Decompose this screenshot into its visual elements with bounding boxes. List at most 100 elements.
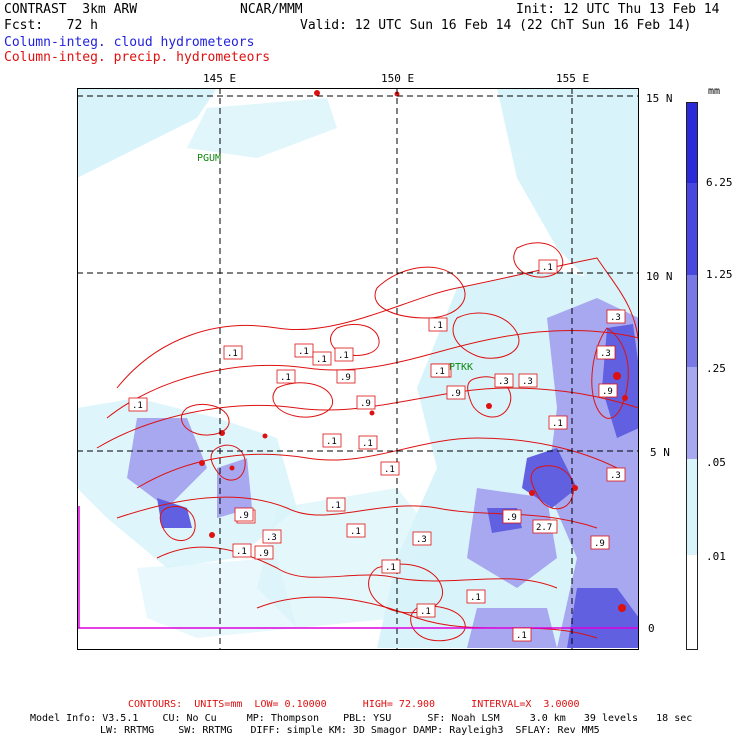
contour-label: .1 [276,369,296,384]
legend-level-4: .05 [706,456,726,469]
field-precip-label: Column-integ. precip. hydrometeors [4,50,271,65]
contour-label: .1 [326,497,346,512]
svg-text:.3: .3 [266,533,277,543]
svg-text:.3: .3 [416,535,427,545]
svg-text:.1: .1 [236,547,247,557]
contour-label: .1 [358,435,378,450]
contour-info: CONTOURS: UNITS=mm LOW= 0.10000 HIGH= 72… [128,699,580,710]
forecast-map: .1 .3 .1 .1 .1 .1 .1 .1 .9 .9 .1 .3 .9 .3 .1 .1 .9 .9 .1 .1… [77,88,639,650]
svg-text:.9: .9 [340,373,351,383]
svg-text:.1: .1 [470,593,481,603]
contour-label: .9 [254,545,274,560]
legend-band-3 [687,275,697,367]
svg-text:.3: .3 [498,377,509,387]
contour-label: .9 [590,535,610,550]
institution: NCAR/MMM [240,2,303,17]
contour-label: .1 [223,345,243,360]
init-time: Init: 12 UTC Thu 13 Feb 14 [516,2,720,17]
svg-text:.9: .9 [594,539,605,549]
svg-text:.1: .1 [552,419,563,429]
model-title: CONTRAST 3km ARW [4,2,138,17]
svg-text:.1: .1 [362,439,373,449]
legend-level-3: .25 [706,362,726,375]
legend-band-5 [687,459,697,555]
contour-label: .1 [294,343,314,358]
contour-label: .1 [128,397,148,412]
svg-text:.1: .1 [298,347,309,357]
valid-time: Valid: 12 UTC Sun 16 Feb 14 (22 ChT Sun … [300,18,692,33]
contour-label: .1 [416,603,436,618]
contour-label: .3 [596,345,616,360]
legend-level-1: 6.25 [706,176,733,189]
legend-colorbar [686,102,698,650]
contour-label: 2.7 [532,519,558,534]
svg-text:.1: .1 [385,563,396,573]
contour-label: .3 [606,309,626,324]
svg-text:.3: .3 [522,377,533,387]
contour-label: .1 [334,347,354,362]
lon-label-155: 155 E [556,72,590,85]
precip-cores [199,90,628,612]
svg-text:.9: .9 [258,549,269,559]
forecast-hour: Fcst: 72 h [4,18,98,33]
contour-label: .1 [381,559,401,574]
svg-text:.1: .1 [316,355,327,365]
legend-band-6 [687,555,697,649]
contour-label: .1 [466,589,486,604]
domain-boundary [78,506,639,629]
legend-unit: mm [708,86,721,97]
svg-text:.1: .1 [338,351,349,361]
svg-text:.1: .1 [227,349,238,359]
legend-band-1 [687,103,697,183]
lat-label-0: 0 [648,622,655,635]
svg-text:.1: .1 [516,631,527,641]
contour-label: .3 [262,529,282,544]
svg-text:.1: .1 [542,263,553,273]
svg-text:.1: .1 [132,401,143,411]
contour-label: .1 [380,461,400,476]
cloud-light-fill [77,88,639,648]
svg-text:.1: .1 [384,465,395,475]
contour-label: .1 [322,433,342,448]
contour-label: .9 [356,395,376,410]
svg-text:2.7: 2.7 [536,523,552,533]
svg-text:.3: .3 [610,471,621,481]
svg-text:.3: .3 [610,313,621,323]
legend-band-4 [687,367,697,459]
contour-label: .9 [502,509,522,524]
contour-label: .1 [548,415,568,430]
svg-text:.1: .1 [350,527,361,537]
svg-text:.1: .1 [330,501,341,511]
svg-text:.9: .9 [238,511,249,521]
contour-label: .9 [598,383,618,398]
station-ptkk: PTKK [449,362,473,373]
lat-label-10n: 10 N [646,270,673,283]
svg-text:.1: .1 [280,373,291,383]
contour-label: .3 [518,373,538,388]
model-info-line2: LW: RRTMG SW: RRTMG DIFF: simple KM: 3D … [100,725,600,736]
contour-label: .1 [538,259,558,274]
svg-text:.1: .1 [326,437,337,447]
contour-label: .1 [430,363,450,378]
svg-text:.3: .3 [600,349,611,359]
svg-text:.9: .9 [360,399,371,409]
legend-band-2 [687,183,697,275]
lat-label-15n: 15 N [646,92,673,105]
svg-text:.1: .1 [420,607,431,617]
svg-text:.9: .9 [602,387,613,397]
contour-label: .3 [494,373,514,388]
lat-label-5n: 5 N [650,446,670,459]
contour-label: .3 [412,531,432,546]
contour-label: .9 [446,385,466,400]
contour-labels: .1 .3 .1 .1 .1 .1 .1 .1 .9 .9 .1 .3 .9 .3 .1 .1 .9 .9 .1 .1… [128,259,626,642]
lon-label-150: 150 E [381,72,415,85]
svg-text:.1: .1 [432,321,443,331]
contour-label: .1 [232,543,252,558]
station-pgum: PGUM [197,153,221,164]
legend-level-5: .01 [706,550,726,563]
contour-label: .1 [346,523,366,538]
field-cloud-label: Column-integ. cloud hydrometeors [4,35,255,50]
model-info-line1: Model Info: V3.5.1 CU: No Cu MP: Thompso… [30,713,693,724]
svg-text:.1: .1 [434,367,445,377]
svg-text:.9: .9 [450,389,461,399]
